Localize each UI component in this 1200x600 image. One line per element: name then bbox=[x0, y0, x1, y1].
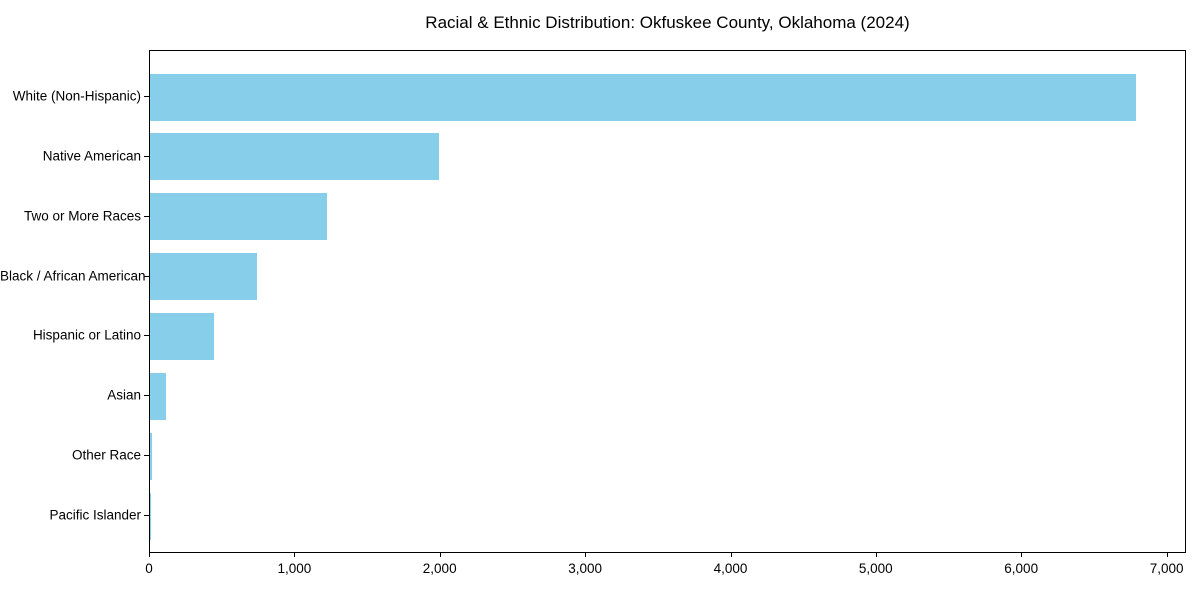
y-axis-label: Pacific Islander bbox=[49, 507, 141, 523]
x-tick-label: 4,000 bbox=[713, 561, 748, 576]
x-tick-mark bbox=[875, 552, 877, 557]
y-axis-label: White (Non-Hispanic) bbox=[12, 88, 141, 104]
x-tick-mark bbox=[149, 552, 150, 557]
y-axis-label: Other Race bbox=[71, 447, 141, 463]
y-axis-label: Black / African American bbox=[0, 268, 146, 284]
x-tick-label: 2,000 bbox=[422, 561, 457, 576]
y-tick-mark bbox=[144, 515, 149, 517]
y-tick-mark bbox=[144, 335, 149, 337]
bar bbox=[150, 372, 166, 420]
x-tick-label: 1,000 bbox=[277, 561, 312, 576]
bar bbox=[150, 253, 257, 301]
x-tick-label: 6,000 bbox=[1004, 561, 1039, 576]
x-tick-mark bbox=[585, 552, 587, 557]
chart-title: Racial & Ethnic Distribution: Okfuskee C… bbox=[425, 13, 910, 32]
bar bbox=[150, 432, 152, 480]
bar bbox=[150, 73, 1136, 121]
y-tick-mark bbox=[144, 96, 149, 97]
x-tick-label: 3,000 bbox=[568, 561, 602, 576]
bar bbox=[150, 133, 440, 181]
x-tick-mark bbox=[730, 552, 732, 557]
bar bbox=[150, 193, 327, 241]
y-tick-mark bbox=[144, 215, 149, 217]
y-axis-label: Two or More Races bbox=[23, 208, 141, 224]
x-tick-label: 7,000 bbox=[1149, 561, 1184, 576]
x-tick-mark bbox=[1166, 552, 1168, 557]
bar bbox=[150, 312, 214, 360]
y-tick-mark bbox=[144, 155, 149, 157]
y-tick-mark bbox=[144, 395, 149, 397]
plot-area bbox=[149, 50, 1186, 553]
y-tick-mark bbox=[144, 275, 149, 277]
x-tick-label: 0 bbox=[145, 561, 153, 576]
y-axis-label: Native American bbox=[42, 148, 141, 164]
y-tick-mark bbox=[144, 455, 149, 457]
x-tick-mark bbox=[294, 552, 296, 557]
x-tick-label: 5,000 bbox=[858, 561, 893, 576]
y-axis-label: Hispanic or Latino bbox=[32, 327, 141, 343]
y-axis-label: Asian bbox=[107, 387, 141, 403]
x-tick-mark bbox=[1021, 552, 1023, 557]
x-tick-mark bbox=[439, 552, 441, 557]
